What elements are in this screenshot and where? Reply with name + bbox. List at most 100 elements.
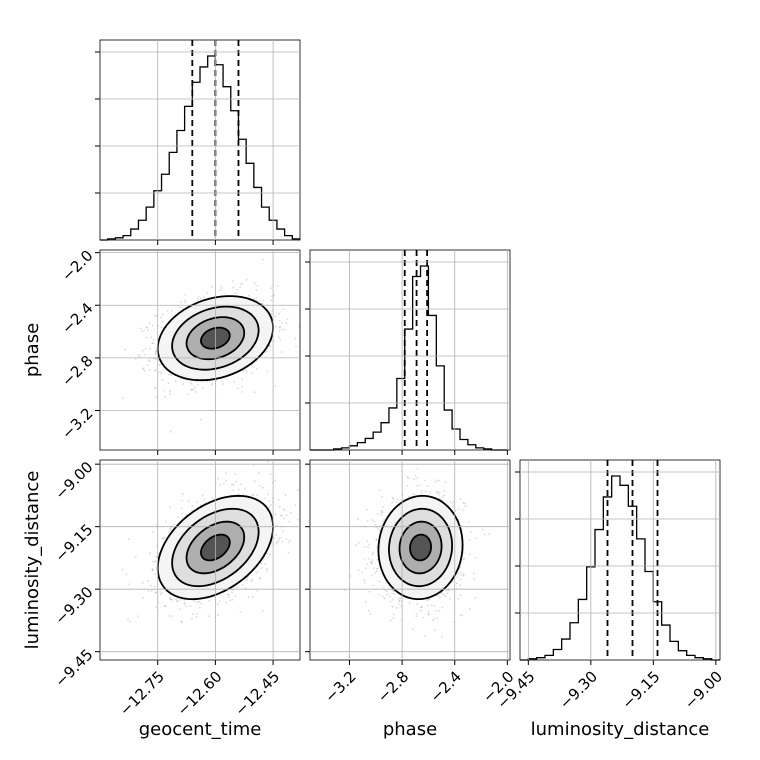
- sample-point: [180, 620, 183, 623]
- sample-point: [255, 368, 258, 370]
- sample-point: [368, 590, 371, 593]
- sample-point: [297, 518, 300, 521]
- sample-point: [211, 382, 214, 385]
- sample-point: [153, 585, 156, 588]
- sample-point: [397, 597, 400, 600]
- x-tick-label: −9.00: [681, 668, 726, 713]
- sample-point: [259, 484, 262, 487]
- sample-point: [163, 605, 166, 608]
- sample-point: [391, 605, 394, 608]
- contour-line: [387, 507, 454, 588]
- sample-point: [181, 307, 184, 309]
- sample-point: [283, 509, 286, 512]
- sample-point: [155, 315, 158, 317]
- sample-point: [459, 571, 462, 574]
- sample-point: [319, 458, 321, 460]
- sample-point: [269, 553, 271, 556]
- sample-point: [412, 628, 414, 631]
- sample-point: [208, 600, 211, 602]
- sample-point: [232, 286, 234, 289]
- sample-point: [240, 283, 243, 286]
- sample-point: [358, 541, 360, 544]
- joint-content: [121, 258, 300, 433]
- sample-point: [266, 552, 269, 555]
- sample-point: [231, 280, 234, 282]
- sample-point: [280, 351, 283, 353]
- sample-point: [276, 541, 278, 543]
- sample-point: [247, 596, 250, 598]
- sample-point: [235, 480, 238, 483]
- sample-point: [285, 538, 287, 541]
- sample-point: [265, 350, 268, 353]
- sample-point: [274, 479, 277, 482]
- sample-point: [468, 607, 471, 610]
- sample-point: [447, 589, 450, 592]
- panel-ticks: [515, 471, 717, 665]
- sample-point: [251, 493, 254, 496]
- sample-point: [191, 509, 194, 512]
- sample-point: [440, 592, 443, 595]
- sample-point: [146, 336, 148, 339]
- histogram-phase: [309, 249, 511, 451]
- sample-point: [265, 567, 268, 570]
- sample-point: [378, 489, 381, 492]
- sample-point: [424, 490, 427, 493]
- sample-point: [167, 530, 170, 533]
- sample-point: [257, 570, 259, 573]
- sample-point: [270, 299, 273, 302]
- sample-point: [284, 494, 287, 496]
- sample-point: [201, 494, 204, 497]
- sample-point: [185, 605, 188, 608]
- sample-point: [277, 540, 280, 543]
- sample-point: [199, 602, 202, 605]
- sample-point: [245, 368, 248, 371]
- sample-point: [416, 467, 419, 470]
- sample-point: [143, 329, 146, 332]
- sample-point: [171, 309, 173, 312]
- sample-point: [253, 391, 256, 394]
- sample-point: [199, 504, 202, 507]
- sample-point: [215, 379, 218, 382]
- sample-point: [160, 373, 163, 375]
- sample-point: [176, 600, 179, 602]
- sample-point: [181, 493, 184, 496]
- sample-point: [199, 418, 202, 421]
- sample-point: [179, 599, 182, 601]
- sample-point: [363, 581, 366, 584]
- sample-point: [206, 291, 209, 294]
- sample-point: [382, 506, 384, 508]
- sample-point: [279, 325, 282, 328]
- sample-point: [443, 494, 446, 497]
- sample-point: [240, 391, 243, 393]
- sample-point: [148, 322, 151, 325]
- sample-point: [253, 480, 256, 483]
- sample-point: [231, 591, 234, 594]
- sample-point: [374, 523, 376, 526]
- sample-point: [256, 589, 259, 592]
- sample-point: [406, 476, 409, 479]
- sample-point: [217, 614, 219, 617]
- sample-point: [251, 595, 254, 598]
- sample-point: [363, 545, 366, 548]
- sample-point: [147, 359, 150, 361]
- sample-point: [462, 551, 465, 554]
- sample-point: [361, 571, 364, 573]
- sample-point: [245, 278, 248, 281]
- y-tick-label: −2.8: [58, 352, 96, 390]
- histogram-step-line: [310, 265, 508, 451]
- sample-point: [244, 586, 247, 589]
- sample-point: [151, 324, 154, 327]
- sample-point: [278, 505, 281, 508]
- x-axis-label-phase: phase: [383, 719, 437, 740]
- sample-point: [147, 364, 149, 366]
- sample-point: [406, 484, 409, 487]
- sample-point: [468, 538, 471, 541]
- sample-point: [438, 491, 441, 494]
- sample-point: [278, 312, 280, 315]
- sample-point: [269, 473, 272, 476]
- sample-point: [218, 600, 221, 603]
- sample-point: [154, 353, 157, 356]
- sample-point: [264, 563, 267, 566]
- sample-point: [281, 321, 283, 324]
- sample-point: [434, 481, 437, 483]
